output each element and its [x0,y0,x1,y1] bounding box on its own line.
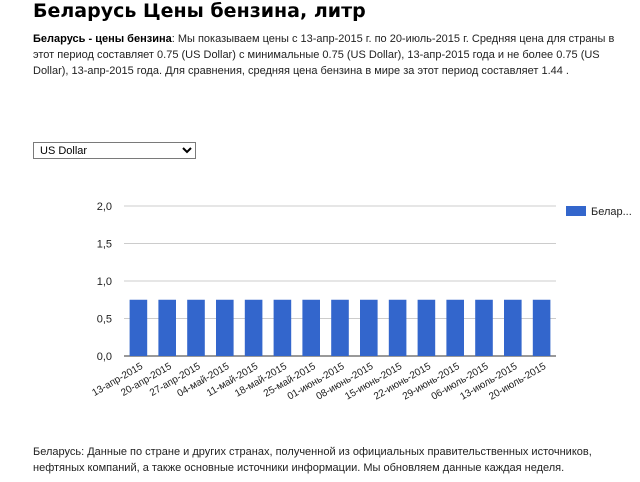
chart-bar[interactable] [388,299,407,356]
y-tick-label: 1,0 [97,276,112,288]
chart-bar[interactable] [417,299,436,356]
chart-bar[interactable] [158,299,176,356]
chart-bar[interactable] [187,299,205,356]
chart-x-ticks: 13-апр-201520-апр-201527-апр-201504-май-… [90,361,548,403]
chart-y-ticks: 0,0 0,5 1,0 1,5 2,0 [97,201,112,363]
chart-bar[interactable] [302,299,320,356]
chart-bar[interactable] [129,299,148,356]
intro-text: : Мы показываем цены с 13-апр-2015 г. по… [33,33,615,77]
y-tick-label: 0,0 [97,351,112,363]
legend-label: Белар... [591,206,632,218]
price-chart: 0,0 0,5 1,0 1,5 2,0 13-апр-201520-апр-201527… [90,201,632,403]
legend-swatch [566,206,586,216]
currency-select[interactable]: US Dollar [33,142,196,159]
chart-bar[interactable] [446,299,464,356]
chart-bar[interactable] [532,299,551,356]
chart-bar[interactable] [273,299,292,356]
chart-bar[interactable] [475,299,493,356]
intro-lead: Беларусь - цены бензина [33,33,172,45]
footer-note: Беларусь: Данные по стране и других стра… [33,446,592,474]
intro-paragraph: Беларусь - цены бензина: Мы показываем ц… [33,31,637,79]
page-title: Беларусь Цены бензина, литр [33,0,366,22]
chart-bars [129,299,551,356]
y-tick-label: 1,5 [97,239,112,251]
chart-bar[interactable] [504,299,522,356]
chart-bar[interactable] [244,299,263,356]
chart-bar[interactable] [360,299,378,356]
chart-legend: Белар... [566,206,632,218]
y-tick-label: 2,0 [97,201,112,213]
chart-bar[interactable] [216,299,234,356]
y-tick-label: 0,5 [97,314,112,326]
chart-bar[interactable] [331,299,349,356]
